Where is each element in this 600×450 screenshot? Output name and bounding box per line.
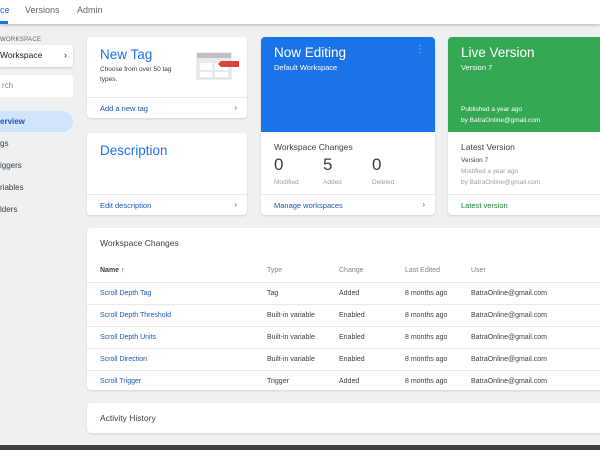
item-last-edited: 8 months ago [392,325,458,348]
manage-workspaces-label: Manage workspaces [274,201,343,210]
sidebar: WORKSPACE Workspace › rch erview gs igge… [0,24,85,450]
item-user: BatraOnline@gmail.com [458,281,600,304]
table-row[interactable]: Scroll Depth Threshold Built-in variable E… [87,303,600,326]
new-tag-title: New Tag [100,47,153,62]
latest-modified: Modified a year ago [461,168,519,175]
column-user[interactable]: User [471,267,486,275]
deleted-count: 0 [372,155,382,174]
tag-template-icon [196,52,239,80]
sidebar-item-triggers[interactable]: iggers [0,161,22,170]
item-last-edited: 8 months ago [392,281,458,304]
item-type: Built-in variable [254,325,326,348]
tab-versions[interactable]: Versions [25,5,60,15]
workspace-selector[interactable]: Workspace › [0,45,73,67]
workspace-changes-label: Workspace Changes [274,142,353,152]
latest-by: by BatraOnline@gmail.com [461,179,541,186]
add-new-tag-label: Add a new tag [100,104,148,113]
deleted-label: Deleted [372,179,395,186]
item-user: BatraOnline@gmail.com [458,347,600,370]
item-change: Enabled [326,325,392,348]
table-row[interactable]: Scroll Trigger Trigger Added 8 months ago Ba… [87,369,600,390]
published-time: Published a year ago [461,106,523,113]
table-header-row: Name ↑ Type Change Last Edited User [87,260,600,282]
live-version-header: Live Version Version 7 Published a year … [448,37,600,132]
edit-description-link[interactable]: Edit description › [87,194,247,215]
live-version-title: Live Version [461,45,535,60]
column-type[interactable]: Type [267,267,283,275]
chevron-right-icon: › [64,50,67,60]
bottom-edge [0,445,600,450]
item-change: Enabled [326,347,392,370]
sidebar-item-variables[interactable]: riables [0,183,24,192]
description-card: Description Edit description › [87,133,247,215]
workspace-label: WORKSPACE [0,37,42,43]
table-title: Workspace Changes [100,238,179,248]
edit-description-label: Edit description [100,201,152,210]
item-name[interactable]: Scroll Direction [87,347,254,370]
sidebar-item-folders[interactable]: lders [0,205,18,214]
now-editing-title: Now Editing [274,45,347,60]
chevron-right-icon: › [234,103,237,112]
item-name[interactable]: Scroll Depth Tag [87,281,254,304]
tab-admin[interactable]: Admin [77,5,103,15]
item-last-edited: 8 months ago [392,303,458,326]
table-row[interactable]: Scroll Depth Units Built-in variable Enabl… [87,325,600,348]
modified-count: 0 [274,155,284,174]
manage-workspaces-link[interactable]: Manage workspaces › [261,194,435,215]
item-user: BatraOnline@gmail.com [458,369,600,390]
sidebar-item-overview[interactable]: erview [0,111,73,132]
table-row[interactable]: Scroll Direction Built-in variable Enabled… [87,347,600,370]
workspace-changes-table-card: Workspace Changes Name ↑ Type Change Las… [87,228,600,390]
new-tag-description: Choose from over 50 tag types. [100,66,172,83]
now-editing-header: Now Editing Default Workspace ⋮ [261,37,435,132]
item-type: Trigger [254,369,326,390]
latest-version-label: Latest Version [461,142,515,152]
live-version-number: Version 7 [461,63,493,72]
more-vert-icon[interactable]: ⋮ [415,44,425,55]
item-type: Tag [254,281,326,304]
latest-version-link[interactable]: Latest version [448,194,600,215]
chevron-right-icon: › [422,200,425,209]
current-workspace-name: Default Workspace [274,63,338,72]
item-type: Built-in variable [254,303,326,326]
chevron-right-icon: › [234,200,237,209]
tab-workspace[interactable]: ce [0,5,10,15]
item-change: Enabled [326,303,392,326]
item-change: Added [326,281,392,304]
item-name[interactable]: Scroll Depth Threshold [87,303,254,326]
added-count: 5 [323,155,333,174]
column-last-edited[interactable]: Last Edited [405,267,441,275]
modified-label: Modified [274,179,299,186]
search-input[interactable]: rch [0,75,73,97]
sidebar-item-tags[interactable]: gs [0,139,9,148]
item-name[interactable]: Scroll Depth Units [87,325,254,348]
live-version-card: Live Version Version 7 Published a year … [448,37,600,215]
item-user: BatraOnline@gmail.com [458,303,600,326]
item-change: Added [326,369,392,390]
column-change[interactable]: Change [339,267,364,275]
published-by: by BatraOnline@gmail.com [461,117,541,124]
top-tab-bar: ce Versions Admin [0,0,600,24]
activity-history-title: Activity History [100,413,156,423]
item-last-edited: 8 months ago [392,369,458,390]
now-editing-card: Now Editing Default Workspace ⋮ Workspac… [261,37,435,215]
new-tag-card: New Tag Choose from over 50 tag types. A… [87,37,247,118]
added-label: Added [323,179,342,186]
item-user: BatraOnline@gmail.com [458,325,600,348]
column-name-sortable[interactable]: Name ↑ [100,267,125,275]
latest-version-number: Version 7 [461,157,489,164]
activity-history-card[interactable]: Activity History [87,403,600,433]
description-title: Description [100,143,168,158]
item-type: Built-in variable [254,347,326,370]
add-new-tag-link[interactable]: Add a new tag › [87,97,247,118]
changes-table: Name ↑ Type Change Last Edited User Scro… [87,260,600,390]
table-row[interactable]: Scroll Depth Tag Tag Added 8 months ago Batr… [87,281,600,304]
workspace-name: Workspace [0,50,43,60]
active-tab-indicator [0,21,8,24]
item-name[interactable]: Scroll Trigger [87,369,254,390]
item-last-edited: 8 months ago [392,347,458,370]
